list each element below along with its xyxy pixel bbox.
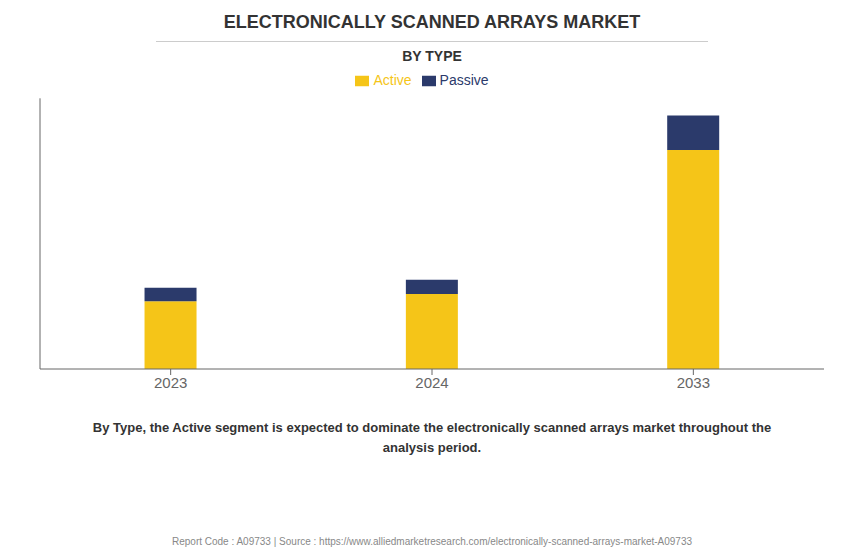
svg-text:2023: 2023	[154, 374, 187, 391]
html-text:analysis period.: analysis period.	[382, 440, 482, 455]
html-text:ELECTRONICALLY SCANNED ARRAYS: ELECTRONICALLY SCANNED ARRAYS MARKET	[223, 12, 641, 32]
html-text:Active: Active	[373, 72, 412, 88]
html-text:By Type, the Active segment is: By Type, the Active segment is expected …	[92, 420, 772, 435]
html-text:BY TYPE: BY TYPE	[402, 48, 462, 64]
html-text:Report Code : A09733 | Source: Report Code : A09733 | Source : https://…	[172, 536, 692, 547]
svg-text:2033: 2033	[677, 374, 710, 391]
svg-text:2024: 2024	[415, 374, 448, 391]
html-text:Passive: Passive	[439, 72, 489, 88]
